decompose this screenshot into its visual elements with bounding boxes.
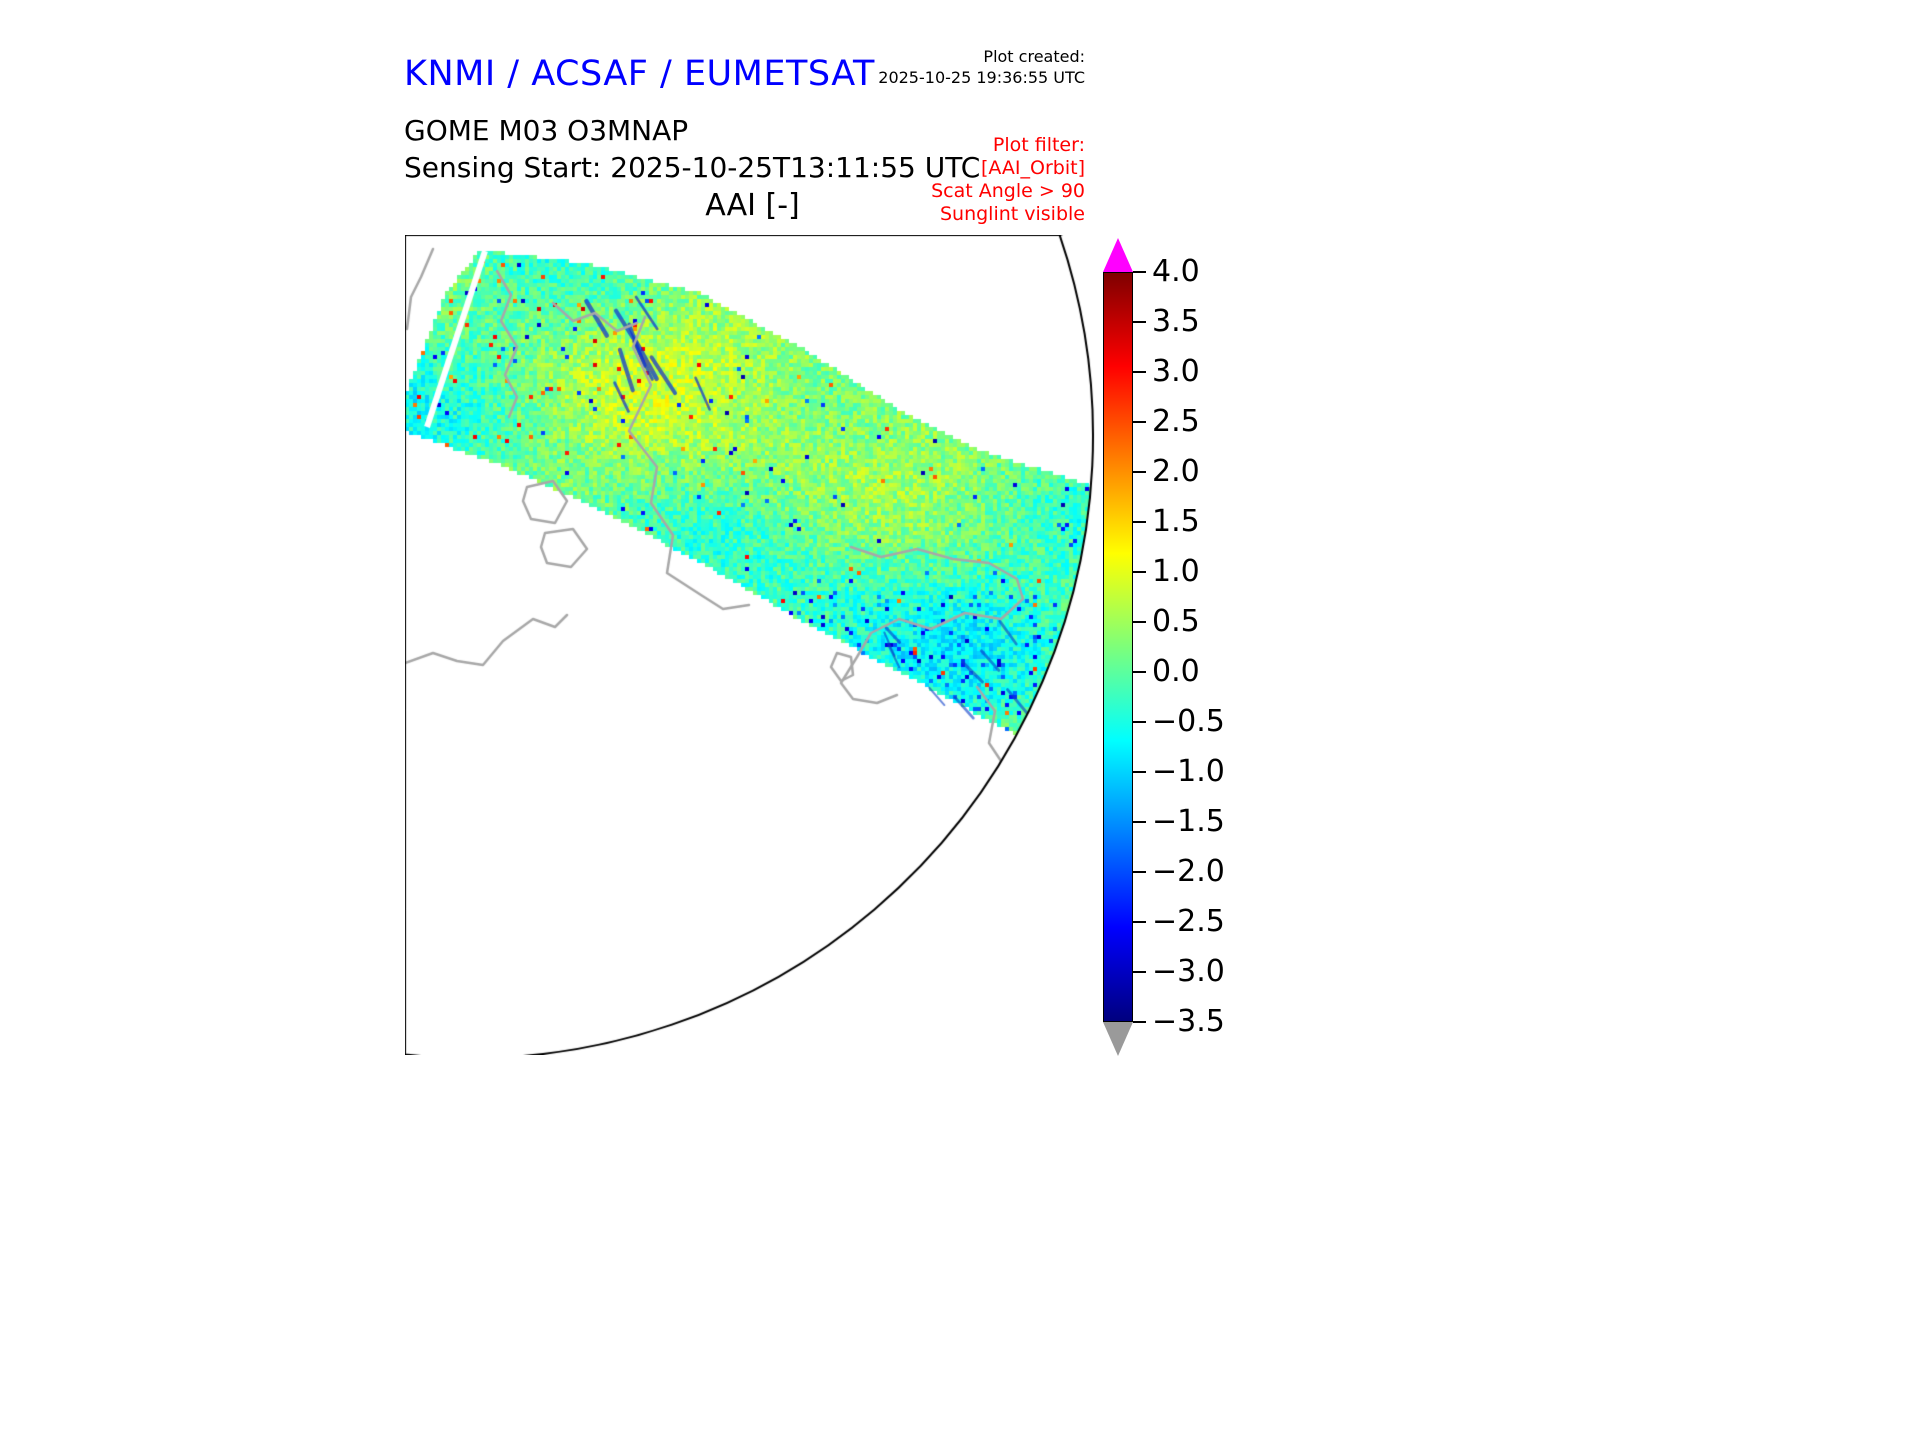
plot-filter: Plot filter: [AAI_Orbit] Scat Angle > 90… [931, 134, 1085, 226]
filter-line-1: Plot filter: [992, 134, 1085, 156]
colorbar-tick-mark [1133, 971, 1146, 973]
colorbar-tick-mark [1133, 671, 1146, 673]
filter-line-2: [AAI_Orbit] [980, 157, 1085, 179]
axes-title: AAI [-] [705, 188, 800, 223]
colorbar-tick-mark [1133, 621, 1146, 623]
colorbar-tick-mark [1133, 471, 1146, 473]
sensing-start-line: Sensing Start: 2025-10-25T13:11:55 UTC [404, 151, 981, 184]
colorbar-gradient [1103, 272, 1133, 1022]
colorbar-tick-mark [1133, 921, 1146, 923]
colorbar-tick-mark [1133, 571, 1146, 573]
colorbar-tick-label: 1.5 [1152, 504, 1200, 539]
colorbar-ticks: 4.0 3.5 3.0 2.5 2.0 1.5 1.0 0.5 0.0 −0.5 −1.0 −1.5 −… [1133, 254, 1253, 1039]
colorbar-tick-label: 0.5 [1152, 604, 1200, 639]
colorbar-tick-label: −0.5 [1152, 704, 1225, 739]
colorbar-tick-label: −2.0 [1152, 854, 1225, 889]
colorbar-tick-label: 0.0 [1152, 654, 1200, 689]
colorbar-tick-label: −1.0 [1152, 754, 1225, 789]
plot-created: Plot created: 2025-10-25 19:36:55 UTC [878, 46, 1085, 88]
colorbar-tick-label: −3.0 [1152, 954, 1225, 989]
colorbar-tick-label: −1.5 [1152, 804, 1225, 839]
filter-line-4: Sunglint visible [939, 203, 1085, 225]
colorbar-under-arrow [1103, 1022, 1133, 1056]
satellite-swath-map-canvas [405, 235, 1100, 1055]
colorbar-tick-mark [1133, 1021, 1146, 1023]
colorbar-tick-mark [1133, 821, 1146, 823]
colorbar-tick-label: 3.0 [1152, 354, 1200, 389]
colorbar-tick-label: −3.5 [1152, 1004, 1225, 1039]
colorbar-over-arrow [1103, 238, 1133, 272]
colorbar-tick-mark [1133, 521, 1146, 523]
colorbar-tick-label: 3.5 [1152, 304, 1200, 339]
colorbar-tick-mark [1133, 321, 1146, 323]
colorbar-tick-label: 1.0 [1152, 554, 1200, 589]
filter-line-3: Scat Angle > 90 [931, 180, 1085, 202]
colorbar-tick-mark [1133, 771, 1146, 773]
main-title: KNMI / ACSAF / EUMETSAT [404, 54, 875, 94]
colorbar-tick-label: −2.5 [1152, 904, 1225, 939]
colorbar-tick-label: 2.0 [1152, 454, 1200, 489]
plot-created-value: 2025-10-25 19:36:55 UTC [878, 68, 1085, 87]
colorbar: 4.0 3.5 3.0 2.5 2.0 1.5 1.0 0.5 0.0 −0.5 −1.0 −1.5 −… [1103, 238, 1225, 1056]
colorbar-tick-mark [1133, 271, 1146, 273]
colorbar-tick-label: 2.5 [1152, 404, 1200, 439]
instrument-title: GOME M03 O3MNAP [404, 114, 689, 147]
colorbar-tick-mark [1133, 871, 1146, 873]
plot-created-label: Plot created: [983, 47, 1085, 66]
colorbar-tick-label: 4.0 [1152, 254, 1200, 289]
colorbar-tick-mark [1133, 721, 1146, 723]
colorbar-tick-mark [1133, 421, 1146, 423]
colorbar-tick-mark [1133, 371, 1146, 373]
